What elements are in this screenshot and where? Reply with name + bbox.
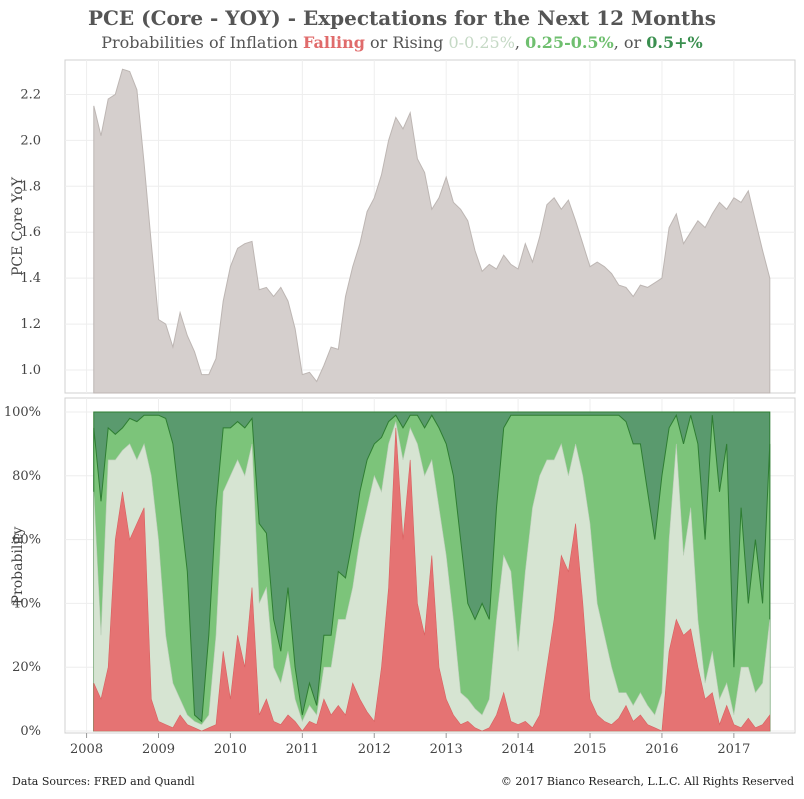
bottom-y-tick-label: 100% bbox=[4, 405, 41, 420]
x-tick-label: 2017 bbox=[717, 742, 750, 757]
bottom-y-tick-label: 60% bbox=[12, 533, 41, 548]
x-tick-label: 2015 bbox=[573, 742, 606, 757]
copyright: © 2017 Bianco Research, L.L.C. All Right… bbox=[500, 775, 794, 788]
pce-area-series bbox=[93, 68, 771, 394]
bottom-y-axis-label: Probability bbox=[10, 527, 26, 605]
subtitle-middle: or Rising bbox=[364, 33, 449, 52]
x-tick-label: 2011 bbox=[286, 742, 319, 757]
top-y-tick-label: 1.2 bbox=[20, 317, 41, 332]
series-falling-area bbox=[93, 427, 771, 732]
x-tick-label: 2013 bbox=[430, 742, 463, 757]
top-y-tick-label: 2.0 bbox=[20, 133, 41, 148]
x-tick-label: 2009 bbox=[142, 742, 175, 757]
bottom-y-tick-label: 20% bbox=[12, 660, 41, 675]
top-y-tick-label: 1.0 bbox=[20, 363, 41, 378]
x-tick-label: 2012 bbox=[358, 742, 391, 757]
top-y-tick-label: 1.8 bbox=[20, 179, 41, 194]
subtitle-sep2: , or bbox=[613, 33, 647, 52]
top-y-tick-label: 1.4 bbox=[20, 271, 41, 286]
top-y-tick-label: 2.2 bbox=[20, 87, 41, 102]
subtitle-falling: Falling bbox=[303, 33, 365, 52]
x-tick-label: 2008 bbox=[70, 742, 103, 757]
bottom-y-tick-label: 0% bbox=[20, 724, 41, 739]
x-tick-label: 2014 bbox=[502, 742, 535, 757]
subtitle-band3: 0.5+% bbox=[646, 33, 703, 52]
subtitle-band2: 0.25-0.5% bbox=[525, 33, 614, 52]
subtitle-band1: 0-0.25% bbox=[448, 33, 515, 52]
data-sources: Data Sources: FRED and Quandl bbox=[12, 775, 195, 788]
chart-title: PCE (Core - YOY) - Expectations for the … bbox=[87, 6, 717, 30]
bottom-y-tick-label: 40% bbox=[12, 596, 41, 611]
x-tick-label: 2010 bbox=[214, 742, 247, 757]
subtitle-sep1: , bbox=[514, 33, 526, 52]
top-y-axis-label: PCE Core YoY bbox=[10, 176, 26, 276]
bottom-y-tick-label: 80% bbox=[12, 469, 41, 484]
x-tick-label: 2016 bbox=[645, 742, 678, 757]
chart-subtitle: Probabilities of Inflation Falling or Ri… bbox=[0, 33, 804, 52]
subtitle-prefix: Probabilities of Inflation bbox=[101, 33, 304, 52]
top-y-tick-label: 1.6 bbox=[20, 225, 41, 240]
